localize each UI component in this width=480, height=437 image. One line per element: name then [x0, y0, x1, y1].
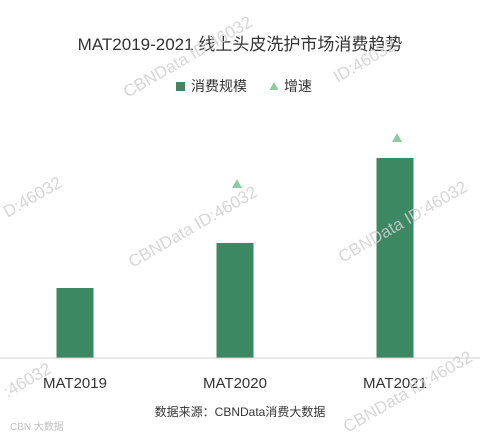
legend-marker-swatch	[269, 82, 279, 90]
chart-title: MAT2019-2021 线上头皮洗护市场消费趋势	[78, 35, 403, 54]
x-tick-label: MAT2021	[363, 375, 427, 392]
cbndata-logo: CBN 大数据	[10, 418, 64, 433]
cbndata-logo-icon: CBN 大数据	[10, 422, 64, 433]
source-note: 数据来源：CBNData消费大数据	[155, 404, 326, 419]
legend: 消费规模 增速	[176, 78, 312, 94]
bar	[216, 243, 254, 358]
x-tick-label: MAT2019	[43, 375, 107, 392]
growth-marker	[392, 133, 402, 142]
bar	[56, 288, 94, 358]
growth-markers	[232, 133, 402, 188]
x-tick-label: MAT2020	[203, 375, 267, 392]
bar	[376, 158, 414, 358]
legend-label: 消费规模	[191, 78, 247, 94]
legend-label: 增速	[284, 78, 312, 94]
legend-bar-swatch	[176, 82, 185, 91]
bars	[56, 158, 414, 358]
growth-marker	[232, 179, 242, 188]
x-tick-labels: MAT2019 MAT2020 MAT2021	[43, 375, 427, 392]
